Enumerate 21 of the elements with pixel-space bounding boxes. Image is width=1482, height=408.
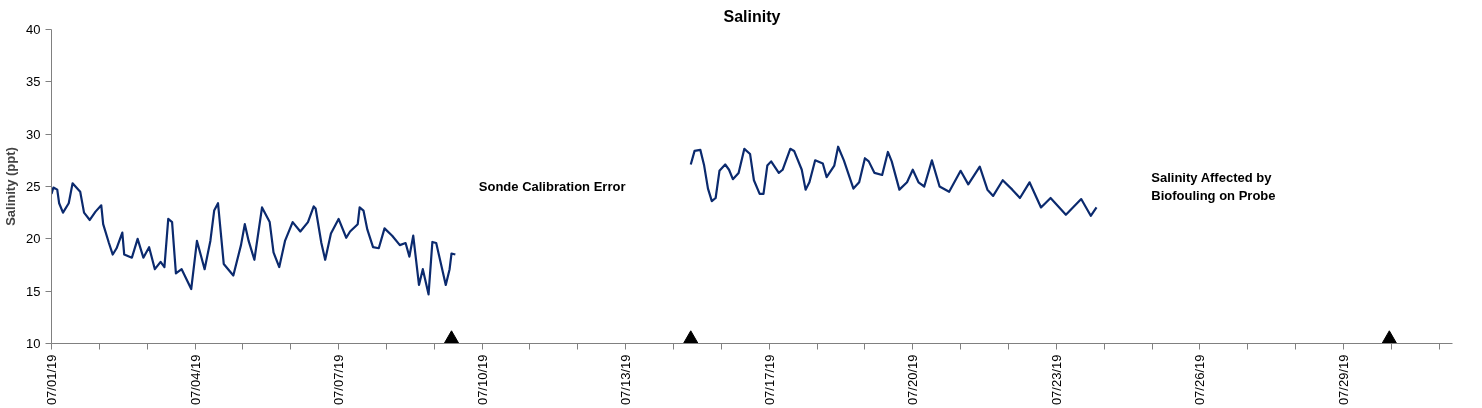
- annotation: Salinity Affected by Biofouling on Probe: [1151, 170, 1276, 203]
- x-tick-label: 07/29/19: [1335, 354, 1351, 406]
- x-tick-label: 07/23/19: [1048, 354, 1064, 406]
- x-tick-label: 07/07/19: [331, 354, 347, 406]
- y-tick-label: 10: [26, 336, 41, 351]
- chart-title: Salinity: [723, 7, 781, 25]
- y-tick-label: 15: [26, 283, 41, 299]
- annotation: Sonde Calibration Error: [478, 179, 626, 194]
- x-tick-label: 07/04/19: [187, 354, 203, 406]
- y-axis-title: Salinity (ppt): [3, 147, 19, 226]
- y-tick-label: 25: [26, 179, 41, 194]
- y-tick-label: 35: [26, 74, 41, 90]
- x-tick-label: 07/13/19: [618, 354, 634, 406]
- x-tick-label: 07/20/19: [905, 354, 921, 406]
- y-tick-label: 30: [26, 126, 41, 142]
- x-tick-label: 07/01/19: [44, 354, 59, 406]
- x-tick-label: 07/17/19: [761, 354, 777, 406]
- y-tick-label: 20: [26, 231, 41, 247]
- y-tick-label: 40: [26, 22, 41, 37]
- x-tick-label: 07/26/19: [1192, 354, 1208, 406]
- x-tick-label: 07/10/19: [474, 354, 490, 406]
